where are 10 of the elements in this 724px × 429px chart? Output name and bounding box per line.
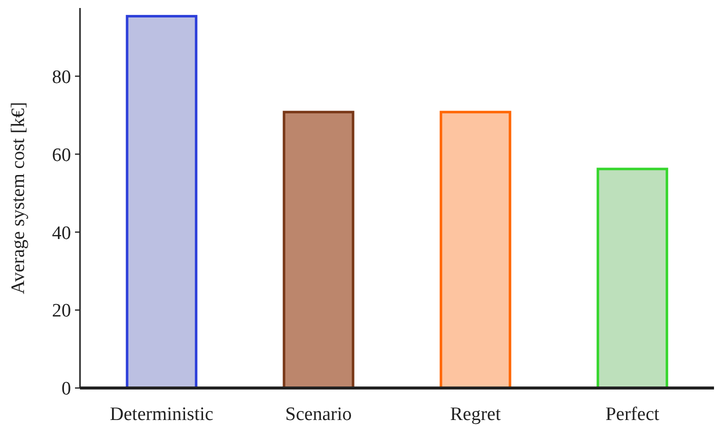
x-tick-label: Regret — [450, 404, 502, 425]
y-axis-title: Average system cost [k€] — [8, 102, 29, 294]
x-tick-label: Deterministic — [110, 404, 214, 425]
y-tick-label: 0 — [62, 378, 71, 400]
y-tick-label: 80 — [52, 66, 71, 88]
x-tick-label: Scenario — [285, 404, 352, 425]
y-tick-label: 20 — [52, 300, 71, 322]
y-tick-label: 40 — [52, 222, 71, 244]
y-tick-label: 60 — [52, 144, 71, 166]
x-tick-label: Perfect — [605, 404, 660, 425]
